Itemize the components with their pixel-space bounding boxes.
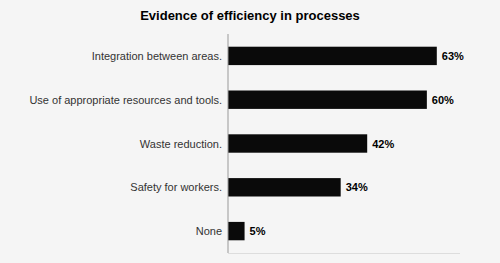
y-tick-label: Use of appropriate resources and tools. (29, 94, 222, 106)
y-tick-label: Integration between areas. (92, 50, 222, 62)
bar (228, 222, 245, 240)
bar (228, 178, 341, 196)
data-label: 60% (432, 94, 454, 106)
y-tick-label: Waste reduction. (140, 138, 222, 150)
data-label: 63% (442, 50, 464, 62)
y-tick-label: Safety for workers. (130, 181, 222, 193)
bar (228, 134, 367, 152)
y-axis-line (228, 34, 229, 253)
bars (228, 47, 437, 241)
data-label: 34% (346, 181, 368, 193)
data-label: 42% (372, 138, 394, 150)
background (0, 0, 500, 263)
data-label: 5% (250, 225, 266, 237)
title: Evidence of efficiency in processes (140, 8, 360, 23)
x-axis-line (228, 253, 460, 254)
data-labels: 5% 34% 42% 60% 63% (250, 50, 464, 237)
bar (228, 91, 427, 109)
y-tick-label: None (196, 225, 222, 237)
bar (228, 47, 437, 65)
chart-container: Evidence of efficiency in processes None S… (0, 0, 500, 263)
y-tick-labels: None Safety for workers. Waste reduction. U… (29, 50, 222, 237)
chart-svg: Evidence of efficiency in processes None S… (0, 0, 500, 263)
